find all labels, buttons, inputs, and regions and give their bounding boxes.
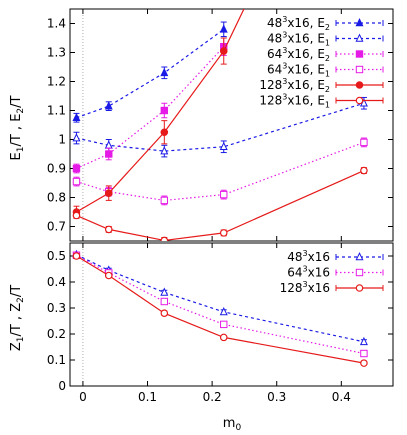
legend-marker (355, 268, 364, 277)
data-point (219, 229, 228, 237)
data-point (219, 47, 228, 55)
legend-marker (355, 284, 364, 292)
legend-label: 643x16, E1 (267, 62, 330, 79)
top-series-5 (72, 166, 368, 241)
top-ytick-label: 0.8 (47, 191, 66, 205)
x-axis-label: m0 (223, 416, 242, 433)
data-point (160, 128, 169, 137)
legend-marker (355, 65, 364, 74)
legend-label: 643x16, E2 (267, 46, 330, 63)
top-series-3 (72, 137, 368, 206)
data-point (220, 320, 228, 329)
data-point (104, 189, 113, 197)
legend-label: 643x16 (287, 265, 330, 280)
xtick-label: 0.2 (203, 390, 222, 404)
data-point (160, 309, 169, 318)
top-ylabel: E1/T , E2/T (9, 95, 26, 160)
data-point (72, 133, 81, 142)
legend-marker (355, 18, 364, 27)
xtick-label: 0.3 (267, 390, 286, 404)
data-point (219, 24, 228, 33)
top-ytick-label: 0.9 (47, 162, 66, 176)
legend-label: 483x16 (287, 249, 330, 264)
data-point (72, 177, 81, 186)
bottom-ytick-label: 0.3 (47, 301, 66, 315)
data-point (72, 112, 81, 122)
data-point (219, 141, 228, 151)
series-line (76, 46, 225, 170)
data-point (219, 333, 228, 342)
top-series-2 (72, 37, 228, 174)
data-point (104, 101, 113, 110)
data-point (160, 196, 169, 205)
top-ytick-label: 1.2 (47, 75, 66, 89)
top-ytick-label: 1 (58, 133, 66, 147)
data-point (360, 138, 368, 147)
legend-label: 1283x16, E2 (259, 77, 330, 94)
top-ytick-label: 0.7 (47, 220, 66, 234)
data-point (104, 225, 113, 234)
xtick-label: 0.4 (332, 390, 351, 404)
data-point (219, 306, 228, 316)
data-point (160, 146, 169, 155)
legend-marker (355, 33, 364, 42)
data-point (359, 336, 368, 346)
data-point (160, 297, 169, 306)
series-line (76, 254, 365, 355)
data-point (360, 359, 368, 367)
legend-marker (355, 81, 364, 89)
series-line (76, 28, 225, 119)
top-ytick-label: 1.3 (47, 46, 66, 60)
bottom-series-2 (72, 252, 368, 367)
legend-label: 483x16, E2 (267, 15, 330, 32)
data-point (104, 271, 113, 280)
top-frame (69, 8, 394, 242)
legend-marker (355, 96, 364, 105)
data-point (160, 106, 169, 115)
bottom-frame (69, 242, 394, 387)
legend-marker (355, 50, 364, 58)
bottom-ytick-label: 0.5 (47, 249, 66, 263)
bottom-ytick-label: 0.1 (47, 353, 66, 367)
data-point (160, 67, 169, 77)
data-point (72, 252, 81, 260)
data-point (72, 211, 81, 220)
data-point (160, 287, 169, 296)
top-ytick-label: 1.1 (47, 104, 66, 118)
top-series-0 (72, 21, 228, 123)
legend-label: 483x16, E1 (267, 31, 330, 48)
data-point (72, 164, 81, 173)
data-point (360, 166, 368, 175)
bottom-ylabel: Z1/T , Z2/T (9, 285, 26, 351)
legend-marker (355, 252, 364, 261)
legend-label: 1283x16, E1 (259, 93, 330, 110)
top-ytick-label: 1.4 (47, 17, 66, 31)
xtick-label: 0 (79, 390, 87, 404)
series-line (76, 102, 365, 152)
data-point (160, 236, 169, 241)
xtick-label: 0.1 (138, 390, 157, 404)
series-line (76, 254, 365, 343)
bottom-ytick-label: 0 (58, 379, 66, 393)
data-point (220, 190, 228, 199)
bottom-ytick-label: 0.2 (47, 327, 66, 341)
data-point (105, 150, 113, 158)
legend-label: 1283x16 (280, 280, 330, 295)
data-point (360, 349, 368, 358)
bottom-ytick-label: 0.4 (47, 275, 66, 289)
